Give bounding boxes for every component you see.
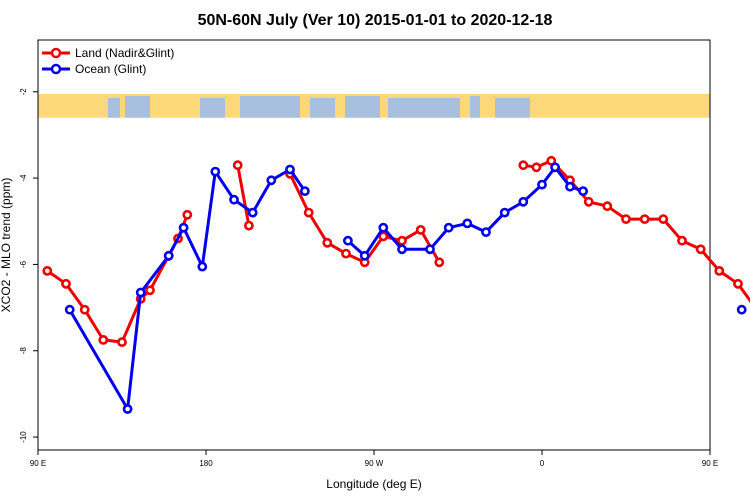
data-point	[285, 164, 295, 175]
data-point	[537, 179, 547, 190]
data-point	[602, 201, 613, 212]
x-axis-label: Longitude (deg E)	[326, 477, 421, 491]
x-tick-label: 90 W	[365, 459, 384, 468]
data-point	[550, 162, 560, 173]
series-line	[46, 214, 189, 344]
data-point	[247, 207, 258, 218]
legend-label-land: Land (Nadir&Glint)	[75, 46, 174, 60]
data-point	[135, 287, 146, 298]
data-point	[518, 196, 529, 207]
y-tick-label: -8	[19, 347, 28, 355]
x-tick-label: 90 E	[30, 459, 46, 468]
data-point	[733, 278, 743, 289]
data-point	[583, 196, 594, 207]
y-tick-label: -4	[19, 174, 28, 182]
data-point	[621, 214, 631, 224]
data-point	[42, 265, 53, 276]
data-point	[434, 257, 445, 268]
data-point	[79, 304, 90, 315]
x-tick-label: 0	[540, 459, 545, 468]
map-land-patch	[470, 95, 480, 118]
data-point	[322, 237, 333, 248]
data-point	[695, 244, 706, 255]
series-line	[68, 168, 307, 411]
series-layer	[42, 155, 750, 414]
data-point	[677, 235, 687, 246]
data-point	[117, 337, 127, 347]
data-point	[378, 231, 389, 242]
axis-ticks: 90 E 180 90 W 0 90 E -2 -4 -6 -8 -10	[19, 88, 718, 468]
data-point	[736, 304, 747, 315]
y-tick-label: -6	[19, 260, 28, 268]
data-point	[98, 334, 109, 345]
data-point	[210, 166, 221, 177]
data-point	[415, 224, 426, 235]
data-point	[397, 244, 407, 255]
data-point	[303, 207, 314, 218]
y-axis-label: XCO2 - MLO trend (ppm)	[0, 178, 13, 313]
legend-item-ocean: Ocean (Glint)	[42, 62, 146, 76]
data-point	[232, 160, 243, 171]
data-point	[182, 209, 193, 220]
data-point	[714, 265, 725, 276]
data-point	[178, 222, 189, 233]
data-point	[229, 194, 239, 205]
data-point	[639, 214, 650, 224]
map-land-patch	[495, 97, 530, 118]
data-point	[122, 404, 133, 414]
data-point	[443, 222, 454, 233]
x-tick-label: 180	[199, 459, 213, 468]
data-point	[299, 186, 310, 196]
data-point	[518, 160, 529, 171]
data-point	[378, 222, 389, 233]
data-point	[359, 250, 370, 261]
data-point	[64, 304, 75, 315]
map-land-patch	[310, 97, 335, 118]
map-land-patch	[108, 97, 120, 118]
y-tick-label: -10	[19, 431, 28, 443]
data-point	[658, 214, 669, 224]
data-point	[61, 278, 71, 289]
data-point	[342, 235, 353, 246]
data-point	[481, 227, 491, 237]
data-point	[397, 235, 407, 246]
data-point	[197, 261, 208, 272]
data-point	[565, 181, 575, 192]
legend: Land (Nadir&Glint) Ocean (Glint)	[42, 46, 174, 76]
data-point	[341, 248, 351, 259]
map-land-patch	[240, 95, 300, 118]
data-point	[163, 250, 174, 261]
legend-swatch-land-marker	[50, 47, 62, 59]
data-point	[462, 218, 473, 229]
map-land-patch	[200, 97, 225, 118]
legend-item-land: Land (Nadir&Glint)	[42, 46, 174, 60]
data-point	[266, 175, 277, 186]
data-point	[425, 244, 435, 255]
map-land-patch	[125, 95, 150, 118]
series-line	[523, 159, 750, 303]
data-point	[499, 207, 510, 218]
world-map-strip	[38, 93, 710, 118]
map-land-patch	[388, 97, 460, 118]
legend-swatch-ocean-marker	[50, 63, 62, 75]
data-point	[578, 186, 588, 196]
map-land-patch	[345, 95, 380, 118]
data-point	[531, 162, 542, 173]
x-tick-label: 90 E	[702, 459, 718, 468]
data-point	[145, 285, 155, 296]
legend-label-ocean: Ocean (Glint)	[75, 62, 146, 76]
series-line	[346, 165, 584, 258]
data-point	[243, 220, 254, 231]
chart-title: 50N-60N July (Ver 10) 2015-01-01 to 2020…	[198, 12, 553, 29]
y-tick-label: -2	[19, 88, 28, 96]
series-land	[42, 155, 750, 347]
series-line	[236, 164, 251, 226]
series-ocean	[64, 162, 747, 414]
